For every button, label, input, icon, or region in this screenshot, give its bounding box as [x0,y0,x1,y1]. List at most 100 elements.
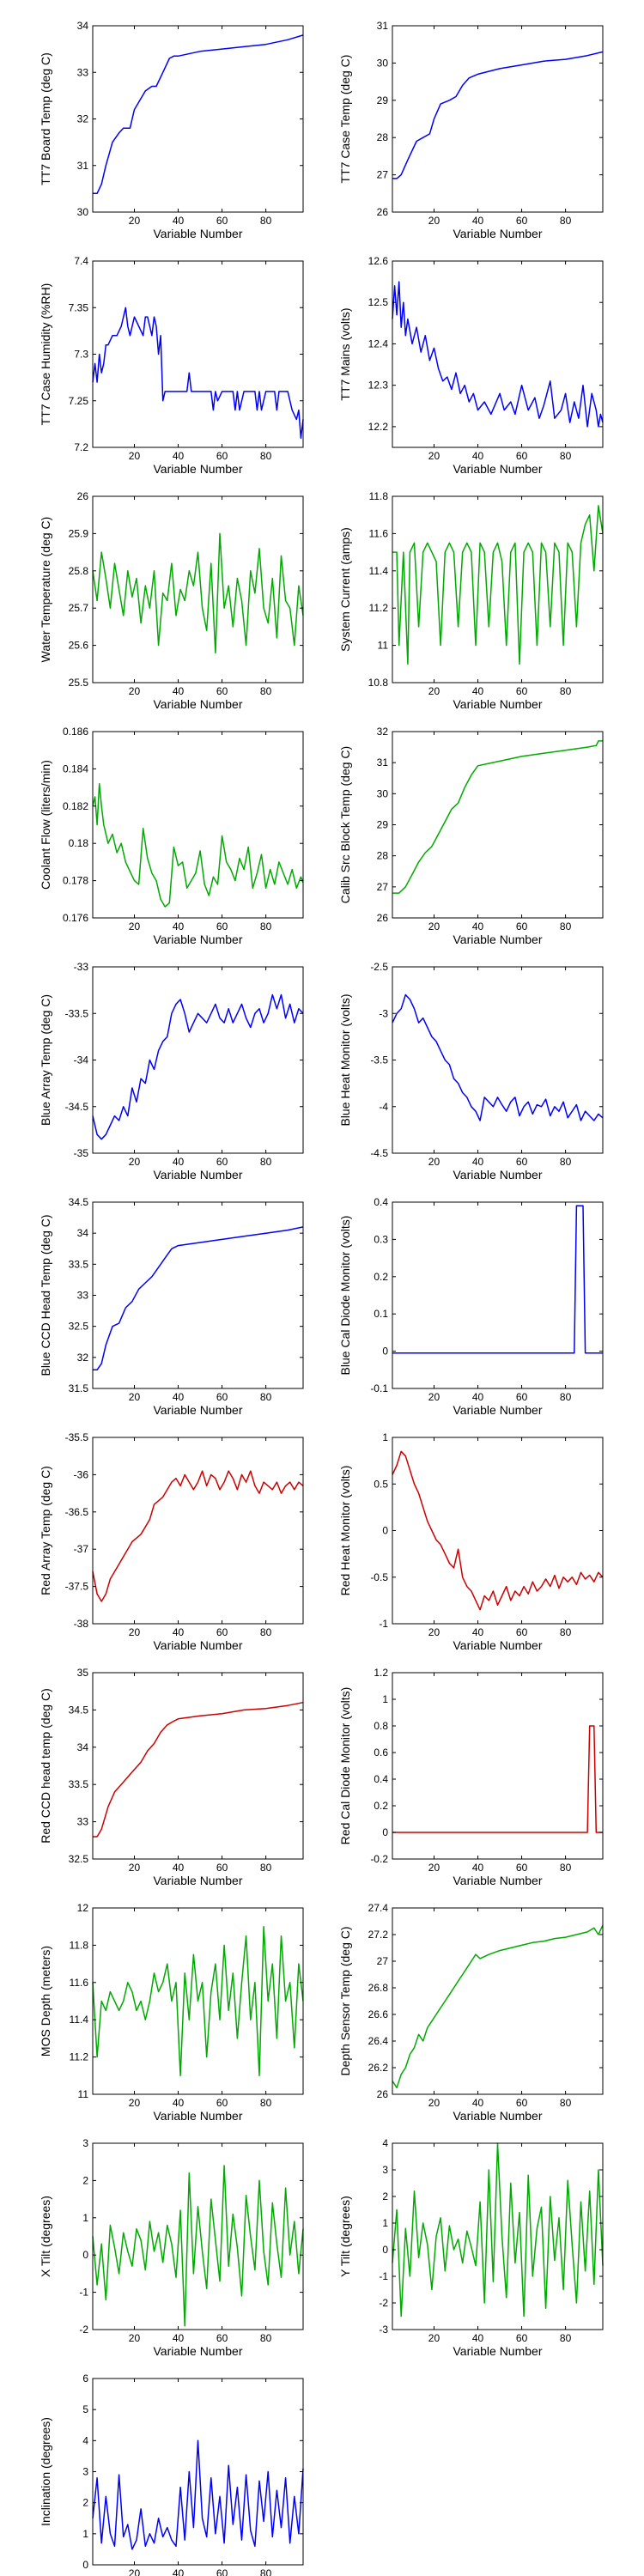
y-tick-label: -38 [74,1618,89,1630]
series-line [92,1925,304,2077]
series-line [92,783,304,908]
x-tick-label: 40 [472,685,484,697]
y-axis-label: Inclination (degrees) [39,2417,52,2526]
y-tick-label: 12.5 [368,296,389,308]
y-tick-label: 11.2 [369,602,389,614]
y-tick-label: 12.2 [368,421,389,433]
x-tick-label: 80 [560,1156,572,1168]
x-tick-label: 60 [516,920,528,933]
y-tick-label: 12.6 [368,255,389,267]
y-tick-label: 0.186 [63,726,88,738]
x-axis-label: Variable Number [453,2109,542,2123]
x-axis-label: Variable Number [453,697,542,711]
x-tick-label: 60 [216,1626,228,1638]
y-tick-label: -35 [74,1147,89,1159]
y-tick-label: 33 [77,66,89,78]
y-tick-label: 26 [377,2088,389,2100]
y-tick-label: 0 [82,2249,88,2261]
y-axis-label: Red Heat Monitor (volts) [338,1466,352,1596]
y-tick-label: 25.5 [69,677,89,689]
y-tick-label: 4 [382,2137,388,2149]
x-axis-label: Variable Number [153,2109,242,2123]
series-line [92,993,304,1140]
x-tick-label: 20 [129,2567,141,2576]
y-axis-label: Red CCD head temp (deg C) [39,1688,52,1844]
y-tick-label: 25.9 [69,527,89,539]
x-tick-label: 20 [428,450,440,462]
y-tick-label: -4 [379,1101,388,1113]
y-tick-label: 28 [377,850,389,862]
x-tick-label: 40 [173,2332,185,2344]
y-tick-label: 0.2 [374,1800,388,1812]
x-axis-label: Variable Number [453,2344,542,2358]
x-tick-label: 20 [428,1862,440,1874]
x-tick-label: 60 [516,1626,528,1638]
y-tick-label: 11 [378,640,389,652]
x-tick-label: 60 [516,450,528,462]
y-tick-label: 3 [82,2466,88,2478]
series-line [392,1725,603,1833]
y-tick-label: -34.5 [65,1101,89,1113]
plot-frame [392,1907,604,2095]
y-tick-label: 0.182 [63,800,88,812]
x-tick-label: 40 [173,2097,185,2109]
y-tick-label: 4 [82,2434,88,2446]
y-tick-label: 27 [377,1955,389,1967]
x-tick-label: 80 [260,685,272,697]
series-line [93,34,304,195]
y-tick-label: 0.2 [374,1271,388,1283]
y-tick-label: 26 [377,206,389,218]
x-tick-label: 60 [216,450,228,462]
y-tick-label: 34 [77,1227,89,1239]
y-tick-label: 26.8 [368,1982,389,1994]
series-line [93,1226,304,1371]
y-tick-label: 2 [382,2190,388,2202]
y-axis-label: Blue Array Temp (deg C) [39,994,52,1126]
x-tick-label: 40 [472,2332,484,2344]
chart-panel-6: 20 40 60 80 10.8 11 11.2 11.4 11.6 11.8 Variable N… [338,490,604,711]
y-tick-label: 33 [77,1816,89,1828]
y-tick-label: 0.3 [374,1233,388,1245]
y-tick-label: 7.3 [74,349,88,361]
y-axis-label: Red Array Temp (deg C) [39,1466,52,1595]
y-axis-label: Y Tilt (degrees) [338,2196,352,2277]
x-tick-label: 40 [173,1626,185,1638]
series-line [93,1701,304,1838]
x-tick-label: 80 [560,1626,572,1638]
y-tick-label: 0.5 [374,1478,388,1490]
y-tick-label: 0 [382,1525,388,1537]
y-tick-label: 0.178 [63,875,88,887]
x-tick-label: 60 [516,2332,528,2344]
x-tick-label: 80 [260,920,272,933]
y-tick-label: 26 [377,912,389,924]
y-tick-label: 0.176 [63,912,88,924]
chart-panel-4: 20 40 60 80 12.2 12.3 12.4 12.5 12.6 Variable Num… [338,255,604,476]
x-tick-label: 80 [260,1626,272,1638]
y-tick-label: 1.2 [374,1667,388,1679]
y-tick-label: -0.2 [370,1853,388,1865]
chart-panel-3: 20 40 60 80 7.2 7.25 7.3 7.35 7.4 Variable Number… [39,255,304,476]
series-line [392,1924,604,2089]
x-axis-label: Variable Number [153,227,242,240]
x-axis-label: Variable Number [153,697,242,711]
x-tick-label: 40 [173,1156,185,1168]
y-tick-label: 11.8 [70,1939,89,1951]
plot-frame [92,260,304,448]
x-tick-label: 80 [260,2332,272,2344]
x-axis-label: Variable Number [453,462,542,476]
x-tick-label: 80 [560,215,572,227]
y-axis-label: TT7 Mains (volts) [338,307,352,400]
y-tick-label: 0.8 [374,1720,388,1732]
y-tick-label: 31 [377,20,389,32]
y-tick-label: -0.1 [370,1382,388,1394]
x-tick-label: 40 [472,1626,484,1638]
y-tick-label: 1 [382,1693,388,1705]
y-tick-label: 0.4 [374,1773,388,1785]
y-tick-label: 2 [82,2174,88,2186]
y-tick-label: 11.6 [70,1977,89,1989]
y-axis-label: TT7 Case Temp (deg C) [338,55,352,184]
y-tick-label: 7.35 [69,301,89,313]
plot-frame [392,25,604,213]
x-axis-label: Variable Number [153,2344,242,2358]
y-tick-label: 0 [82,2559,88,2571]
